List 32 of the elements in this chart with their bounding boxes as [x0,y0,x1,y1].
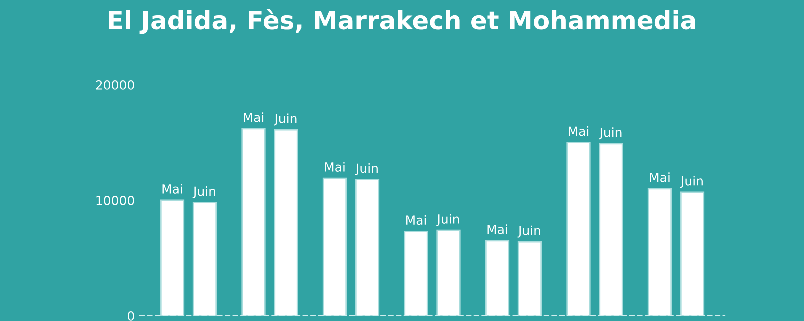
text: Mai [244,112,264,122]
text: Mai [488,224,508,234]
y-tick-label: 20000 [96,80,134,90]
bar [518,241,542,316]
text: Mai [406,215,426,226]
text: Mai [162,184,182,194]
bar [648,188,672,316]
y-tick-label: 10000 [96,196,134,206]
bar [485,240,510,316]
text: Juin [518,226,540,238]
bar [192,202,218,316]
bar [322,178,348,316]
bar [680,192,705,316]
y-tick-label: 0 [128,311,134,321]
bar [160,200,185,316]
text: Mai [325,162,345,172]
bar [355,179,380,316]
chart-title: El Jadida, Fès, Marrakech et Mohammedia [109,9,696,34]
series-label: Mai [650,172,670,182]
bar [274,129,298,316]
text: Juin [192,186,216,199]
text: Juin [436,214,460,226]
bar [436,230,461,316]
bar [242,128,266,316]
text: Mai [569,126,589,136]
text: Juin [599,128,622,140]
series-label: Juin [274,114,297,126]
bar [404,230,428,316]
bar [566,142,591,316]
text: Juin [680,176,703,188]
text: Juin [355,163,378,176]
bar [599,143,624,316]
